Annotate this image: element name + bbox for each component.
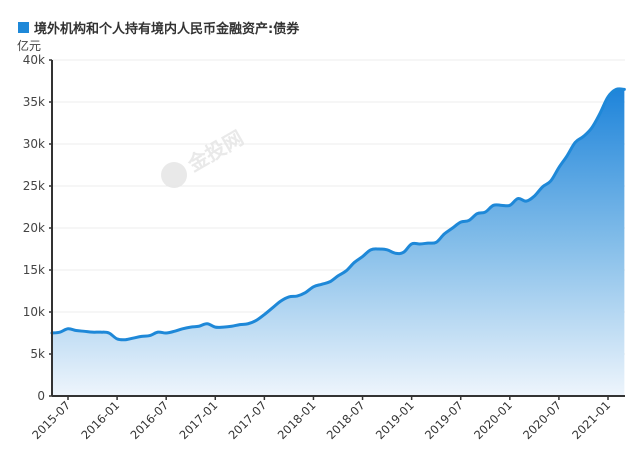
y-tick-label: 15k <box>23 263 45 277</box>
x-tick-label: 2018-07 <box>324 398 368 442</box>
x-tick-label: 2019-07 <box>422 398 466 442</box>
x-tick-label: 2017-07 <box>226 398 270 442</box>
x-tick-label: 2018-01 <box>275 398 319 442</box>
x-axis: 2015-07 2016-01 2016-07 2017-01 2017-07 2018-… <box>29 395 625 442</box>
x-tick-label: 2017-01 <box>177 398 221 442</box>
area-fill <box>52 88 625 397</box>
x-tick-label: 2020-01 <box>471 398 515 442</box>
y-axis-unit: 亿元 <box>17 39 42 53</box>
x-tick-label: 2021-01 <box>569 398 613 442</box>
legend-swatch <box>18 22 29 33</box>
y-tick-label: 10k <box>23 305 45 319</box>
chart-title: 境外机构和个人持有境内人民币金融资产:债券 <box>34 22 300 37</box>
x-tick-label: 2016-01 <box>78 398 122 442</box>
chart-legend: 境外机构和个人持有境内人民币金融资产:债券 <box>18 18 299 37</box>
x-tick-label: 2015-07 <box>29 398 73 442</box>
y-tick-label: 35k <box>23 95 45 109</box>
y-tick-label: 25k <box>23 179 45 193</box>
y-tick-label: 30k <box>23 137 45 151</box>
svg-text:金投网: 金投网 <box>183 126 248 177</box>
y-tick-label: 20k <box>23 221 45 235</box>
x-tick-label: 2016-07 <box>127 398 171 442</box>
y-tick-label: 5k <box>30 347 45 361</box>
y-tick-label: 40k <box>23 53 45 67</box>
watermark: 金投网 <box>161 126 248 188</box>
x-tick-label: 2020-07 <box>520 398 564 442</box>
y-tick-label: 0 <box>37 389 45 403</box>
data-line <box>50 87 626 342</box>
x-tick-label: 2019-01 <box>373 398 417 442</box>
y-axis: 0 5k 10k 15k 20k 25k 30k 35k 40k <box>23 53 53 403</box>
watermark-logo-icon <box>161 162 188 188</box>
